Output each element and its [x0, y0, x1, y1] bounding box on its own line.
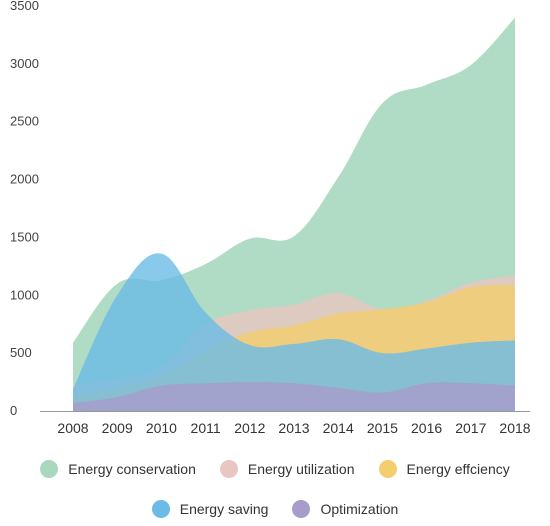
legend-swatch — [378, 460, 397, 478]
x-axis-ticks: 2008 2009 2010 2011 2012 2013 2014 2015 2016 2017… — [57, 420, 530, 436]
legend-label: Optimization — [320, 501, 399, 517]
x-tick-label: 2017 — [455, 420, 486, 436]
y-tick-label: 3000 — [10, 56, 39, 71]
x-tick-label: 2012 — [234, 420, 265, 436]
y-tick-label: 1000 — [10, 287, 39, 302]
x-tick-label: 2016 — [411, 420, 442, 436]
y-tick-label: 0 — [10, 403, 17, 418]
legend-row-2: Energy saving Optimization — [0, 500, 550, 518]
y-tick-label: 500 — [10, 345, 32, 360]
legend-swatch — [40, 460, 59, 478]
legend-label: Energy utilization — [247, 461, 355, 477]
legend-label: Energy conservation — [68, 461, 196, 477]
area-energy-saving[interactable] — [73, 253, 515, 411]
x-tick-label: 2013 — [278, 420, 309, 436]
x-tick-label: 2010 — [146, 420, 177, 436]
x-tick-label: 2009 — [102, 420, 133, 436]
legend-row-1: Energy conservation Energy utilization E… — [0, 460, 550, 478]
y-tick-label: 2000 — [10, 172, 39, 187]
legend-swatch — [219, 460, 238, 478]
x-tick-label: 2014 — [323, 420, 354, 436]
legend-swatch — [151, 500, 170, 518]
y-tick-label: 3500 — [10, 0, 39, 13]
area-optimization[interactable] — [73, 382, 515, 411]
legend-swatch — [292, 500, 311, 518]
legend-label: Energy effciency — [406, 461, 510, 477]
y-tick-label: 2500 — [10, 114, 39, 129]
legend-label: Energy saving — [179, 501, 269, 517]
y-tick-label: 1500 — [10, 229, 39, 244]
x-tick-label: 2015 — [367, 420, 398, 436]
area-series — [73, 17, 515, 411]
legend-item-energy-utilization[interactable]: Energy utilization — [219, 460, 355, 478]
x-tick-label: 2018 — [499, 420, 530, 436]
legend-item-energy-efficiency[interactable]: Energy effciency — [378, 460, 510, 478]
y-axis-ticks: 0 500 1000 1500 2000 2500 3000 3500 — [10, 0, 39, 418]
x-tick-label: 2008 — [57, 420, 88, 436]
legend-item-energy-conservation[interactable]: Energy conservation — [40, 460, 196, 478]
x-tick-label: 2011 — [191, 420, 221, 436]
legend-item-optimization[interactable]: Optimization — [292, 500, 398, 518]
area-chart: 0 500 1000 1500 2000 2500 3000 3500 2008 2009 201… — [10, 0, 531, 436]
legend-item-energy-saving[interactable]: Energy saving — [151, 500, 269, 518]
